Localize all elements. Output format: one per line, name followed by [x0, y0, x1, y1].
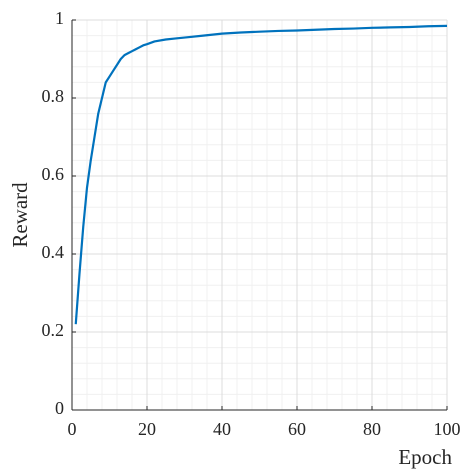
y-tick-label: 1 — [55, 8, 64, 28]
y-tick-label: 0.4 — [42, 242, 65, 262]
x-tick-label: 80 — [363, 419, 381, 439]
x-tick-label: 0 — [68, 419, 77, 439]
y-tick-label: 0 — [55, 398, 64, 418]
x-tick-label: 60 — [288, 419, 306, 439]
y-tick-label: 0.8 — [42, 86, 65, 106]
x-tick-label: 100 — [434, 419, 461, 439]
y-tick-label: 0.2 — [42, 320, 65, 340]
x-axis-label: Epoch — [398, 445, 452, 469]
x-tick-label: 20 — [138, 419, 156, 439]
y-axis-label: Reward — [8, 182, 32, 248]
line — [74, 24, 448, 325]
x-tick-label: 40 — [213, 419, 231, 439]
y-tick-label: 0.6 — [42, 164, 65, 184]
